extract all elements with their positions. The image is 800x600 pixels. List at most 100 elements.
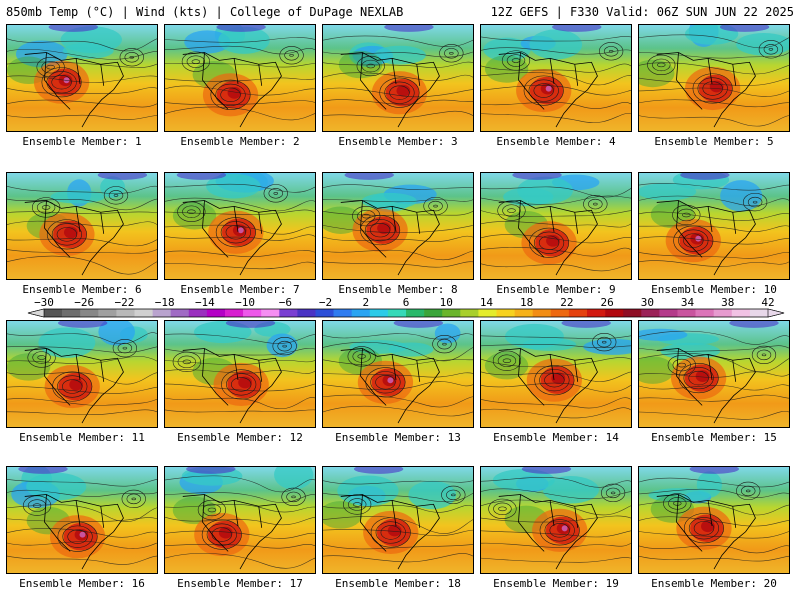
colorbar-left-arrow <box>27 308 45 318</box>
colorbar-tick-label: −30 <box>34 296 54 309</box>
ensemble-map-panel <box>322 466 474 574</box>
colorbar-swatch <box>243 309 262 317</box>
ensemble-member-label: Ensemble Member: 12 <box>177 431 303 444</box>
colorbar-tick-label: 6 <box>403 296 410 309</box>
ensemble-map-panel <box>6 320 158 428</box>
ensemble-map-panel <box>6 172 158 280</box>
ensemble-member-label: Ensemble Member: 3 <box>338 135 458 148</box>
colorbar-tick-label: −14 <box>195 296 215 309</box>
colorbar-swatch <box>532 309 552 317</box>
colorbar-swatch <box>188 309 208 317</box>
colorbar-tick-label: 34 <box>681 296 695 309</box>
colorbar-swatch <box>297 309 316 317</box>
colorbar-right-arrow <box>767 308 785 318</box>
colorbar-tick-label: 38 <box>721 296 734 309</box>
ensemble-member-label: Ensemble Member: 6 <box>22 283 142 296</box>
colorbar-tick-label: 10 <box>440 296 453 309</box>
ensemble-map-panel <box>6 466 158 574</box>
ensemble-member-label: Ensemble Member: 15 <box>651 431 777 444</box>
ensemble-map-panel <box>638 466 790 574</box>
ensemble-map-panel <box>480 320 632 428</box>
colorbar-swatch <box>659 309 678 317</box>
colorbar-tick-label: −6 <box>279 296 292 309</box>
colorbar-swatch <box>731 309 751 317</box>
colorbar-swatch <box>333 309 352 317</box>
colorbar-swatch <box>387 309 407 317</box>
colorbar-tick-label: 42 <box>761 296 774 309</box>
colorbar-tick-label: 22 <box>560 296 573 309</box>
ensemble-member-label: Ensemble Member: 13 <box>335 431 461 444</box>
temperature-colorbar: −30 −26 −22 −18 −14 −10 −6 −2 2 6 10 14 18 22 26 30 34 38… <box>27 296 785 318</box>
valid-time: 12Z GEFS | F330 Valid: 06Z SUN JUN 22 20… <box>490 5 794 19</box>
ensemble-member-label: Ensemble Member: 8 <box>338 283 458 296</box>
colorbar-tick-label: 26 <box>600 296 613 309</box>
ensemble-map-panel <box>480 24 632 132</box>
ensemble-map-panel <box>6 24 158 132</box>
colorbar-swatch <box>605 309 624 317</box>
ensemble-map-panel <box>164 172 316 280</box>
colorbar-swatch <box>279 309 298 317</box>
colorbar-swatch <box>44 309 63 317</box>
colorbar-swatch <box>206 309 226 317</box>
ensemble-member-label: Ensemble Member: 18 <box>335 577 461 590</box>
colorbar-swatch <box>351 309 371 317</box>
colorbar-swatch <box>713 309 733 317</box>
colorbar-swatch <box>749 309 769 317</box>
ensemble-member-label: Ensemble Member: 19 <box>493 577 619 590</box>
colorbar-swatch <box>496 309 515 317</box>
ensemble-member-label: Ensemble Member: 10 <box>651 283 777 296</box>
colorbar-swatch <box>225 309 244 317</box>
ensemble-member-label: Ensemble Member: 17 <box>177 577 303 590</box>
colorbar-tick-label: 14 <box>480 296 494 309</box>
ensemble-map-panel <box>638 320 790 428</box>
map-title: 850mb Temp (°C) | Wind (kts) | College o… <box>6 5 404 19</box>
colorbar-swatch <box>641 309 660 317</box>
ensemble-member-label: Ensemble Member: 2 <box>180 135 300 148</box>
ensemble-member-label: Ensemble Member: 14 <box>493 431 619 444</box>
colorbar-swatch <box>550 309 570 317</box>
colorbar-swatch <box>261 309 280 317</box>
colorbar-swatch <box>514 309 533 317</box>
colorbar-swatch <box>677 309 696 317</box>
ensemble-map-panel <box>322 172 474 280</box>
colorbar-swatch <box>623 309 642 317</box>
ensemble-member-label: Ensemble Member: 7 <box>180 283 300 296</box>
colorbar-tick-label: 2 <box>362 296 369 309</box>
ensemble-map-panel <box>638 24 790 132</box>
colorbar-swatch <box>116 309 135 317</box>
ensemble-member-label: Ensemble Member: 1 <box>22 135 142 148</box>
ensemble-map-panel <box>480 172 632 280</box>
colorbar-swatch <box>587 309 606 317</box>
colorbar-swatch <box>568 309 588 317</box>
colorbar-swatch <box>424 309 443 317</box>
ensemble-member-label: Ensemble Member: 20 <box>651 577 777 590</box>
ensemble-map-panel <box>322 24 474 132</box>
ensemble-map-panel <box>164 24 316 132</box>
colorbar-swatch <box>80 309 99 317</box>
ensemble-map-panel <box>638 172 790 280</box>
ensemble-map-panel <box>322 320 474 428</box>
colorbar-swatch <box>62 309 81 317</box>
colorbar-tick-label: −22 <box>115 296 135 309</box>
colorbar-tick-label: −26 <box>74 296 94 309</box>
colorbar-swatch <box>460 309 479 317</box>
colorbar-swatch <box>134 309 153 317</box>
colorbar-tick-label: −2 <box>319 296 332 309</box>
colorbar-tick-label: −18 <box>155 296 175 309</box>
colorbar-swatch <box>98 309 117 317</box>
colorbar-tick-label: 18 <box>520 296 533 309</box>
ensemble-map-panel <box>480 466 632 574</box>
colorbar-tick-label: 30 <box>641 296 654 309</box>
ensemble-member-label: Ensemble Member: 4 <box>496 135 616 148</box>
colorbar-swatch <box>170 309 190 317</box>
ensemble-map-panel <box>164 320 316 428</box>
colorbar-swatch <box>369 309 389 317</box>
ensemble-member-label: Ensemble Member: 9 <box>496 283 616 296</box>
colorbar-swatch <box>442 309 461 317</box>
colorbar-swatch <box>478 309 497 317</box>
colorbar-swatch <box>152 309 171 317</box>
ensemble-member-label: Ensemble Member: 11 <box>19 431 145 444</box>
colorbar-swatch <box>406 309 425 317</box>
colorbar-swatch <box>315 309 334 317</box>
ensemble-map-panel <box>164 466 316 574</box>
